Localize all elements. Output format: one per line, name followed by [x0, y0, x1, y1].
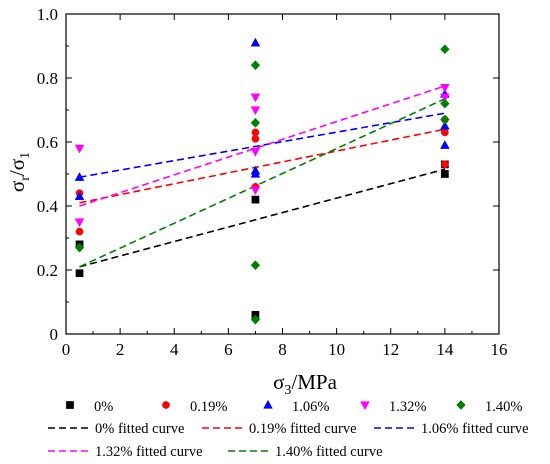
data-point [441, 128, 449, 137]
legend-marker [66, 401, 74, 409]
data-point [440, 93, 450, 103]
legend: 0% 0.19% 1.06% 1.32% 1.40% 0% fitted curve 0.1… [48, 399, 529, 460]
data-point [251, 195, 260, 204]
y-tick-label: 1.0 [37, 5, 58, 24]
x-tick-label: 16 [491, 340, 508, 359]
y-tick-label: 0.4 [37, 197, 59, 216]
legend-label: 1.06% fitted curve [421, 421, 529, 437]
data-point [441, 160, 449, 169]
data-point [250, 168, 261, 178]
x-tick-label: 10 [328, 340, 345, 359]
y-axis-subscript-1: 1 [18, 152, 33, 159]
x-axis-subscript: 3 [284, 383, 291, 398]
y-axis-title: σr/σ1 [5, 152, 33, 192]
data-point [440, 44, 450, 55]
data-point [250, 186, 261, 196]
data-point [441, 170, 449, 178]
data-point [440, 120, 450, 130]
data-point [250, 93, 261, 103]
legend-marker [162, 401, 170, 409]
legend-marker [360, 401, 370, 411]
data-point [250, 314, 261, 325]
legend-label: 1.06% [292, 399, 329, 415]
fitted-curve-line [79, 85, 446, 207]
fitted-curve-line [79, 128, 446, 204]
data-point [251, 134, 260, 143]
legend-label: 0% [94, 399, 113, 415]
data-point [250, 260, 261, 271]
data-point [250, 117, 261, 128]
data-point [74, 242, 85, 253]
plot-area [65, 13, 500, 335]
legend-label: 0.19% [190, 399, 227, 415]
y-tick-label: 0.8 [37, 69, 58, 88]
data-point [250, 37, 261, 47]
legend-label: 1.40% fitted curve [275, 444, 383, 460]
data-point [250, 147, 261, 157]
data-point [440, 83, 450, 93]
axis-titles: σ3/MPa σr/σ1 [5, 152, 338, 398]
data-point [250, 106, 261, 116]
x-tick-label: 12 [382, 340, 399, 359]
legend-marker [456, 400, 466, 410]
data-point [440, 140, 450, 149]
legend-label: 0.19% fitted curve [249, 421, 357, 437]
data-point [440, 114, 450, 125]
data-point [75, 227, 84, 236]
legend-label: 0% fitted curve [95, 421, 184, 437]
y-tick-label: 0.2 [37, 261, 58, 280]
x-axis-title: σ3/MPa [273, 370, 338, 398]
y-tick-label: 0.6 [37, 133, 58, 152]
x-tick-label: 8 [278, 340, 287, 359]
fitted-curve-line [79, 98, 446, 268]
data-point [250, 60, 261, 71]
x-tick-label: 4 [170, 340, 179, 359]
data-point [74, 218, 85, 228]
x-tick-label: 6 [224, 340, 233, 359]
data-point [75, 269, 84, 278]
fitted-curve-line [79, 168, 446, 268]
y-tick-label: 0 [50, 325, 59, 344]
data-point [74, 172, 85, 181]
x-axis-ticks: 0 2 4 6 8 10 12 14 16 [62, 14, 508, 359]
legend-label: 1.32% fitted curve [95, 444, 203, 460]
fitted-curve-line [79, 112, 446, 178]
legend-label: 1.32% [389, 399, 426, 415]
y-axis-ticks: 0 0.2 0.4 0.6 0.8 1.0 [37, 5, 499, 344]
data-point [74, 144, 85, 154]
legend-label: 1.40% [485, 399, 522, 415]
data-point [440, 98, 450, 109]
x-tick-label: 2 [116, 340, 125, 359]
x-tick-label: 0 [62, 340, 71, 359]
data-point [251, 128, 260, 137]
data-point [74, 191, 85, 201]
x-tick-label: 14 [436, 340, 454, 359]
y-axis-subscript-r: r [18, 176, 33, 181]
legend-marker [263, 399, 273, 409]
